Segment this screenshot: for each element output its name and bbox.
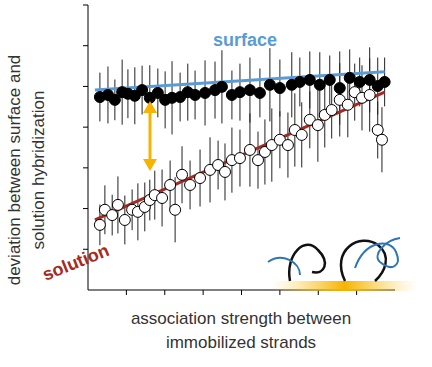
svg-text:association strength between: association strength between [131,309,351,328]
svg-text:surface: surface [213,30,277,50]
svg-text:solution hybridization: solution hybridization [29,91,48,250]
svg-text:solution: solution [40,240,112,285]
svg-text:deviation between surface and: deviation between surface and [5,55,24,286]
svg-text:immobilized strands: immobilized strands [166,333,316,352]
